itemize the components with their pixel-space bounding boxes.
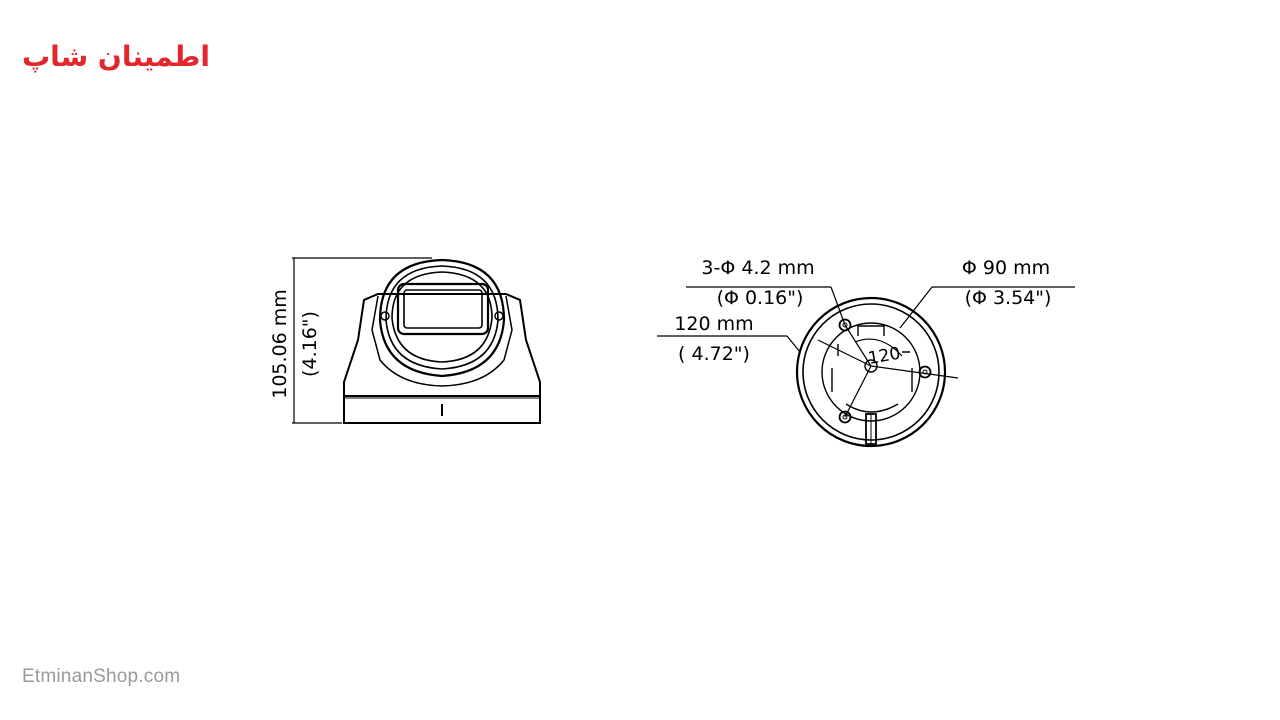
hole-spacing-in-label: ( 4.72")	[678, 343, 750, 365]
height-in-label: (4.16")	[299, 311, 321, 377]
brand-logo: اطمینان شاپ	[22, 40, 210, 73]
outer-dia-in-label: (Φ 3.54")	[965, 287, 1052, 309]
camera-side-view: 105.06 mm (4.16")	[269, 257, 541, 424]
hole-spacing-label: 120 mm	[674, 313, 753, 335]
website-url[interactable]: EtminanShop.com	[22, 666, 181, 687]
hole-spec-in-label: (Φ 0.16")	[717, 287, 804, 309]
angle-mark-label: 120	[867, 344, 902, 369]
camera-bottom-view: 120 3-Φ 4.2 mm (Φ 0.16") Φ 90 mm (Φ 3.54…	[657, 257, 1075, 448]
outer-dia-label: Φ 90 mm	[962, 257, 1050, 279]
hole-spec-label: 3-Φ 4.2 mm	[701, 257, 814, 279]
height-mm-label: 105.06 mm	[269, 289, 291, 399]
